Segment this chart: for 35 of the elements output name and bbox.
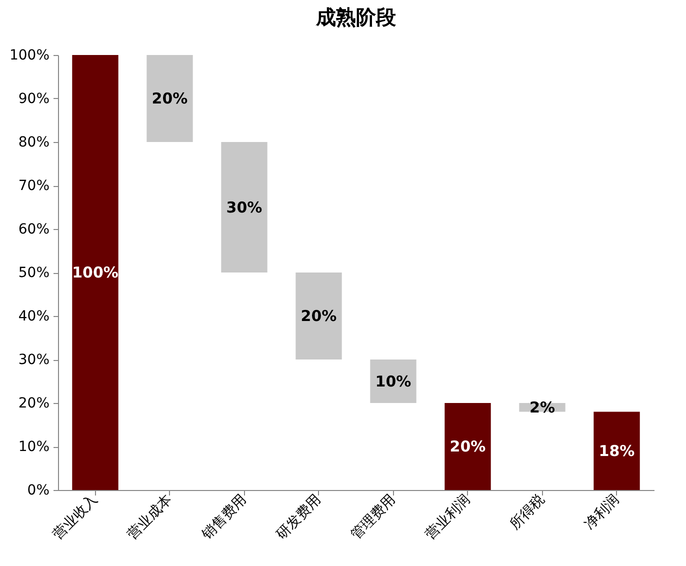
y-tick-label: 20% xyxy=(18,396,50,412)
y-tick-label: 90% xyxy=(18,91,50,107)
x-tick-label: 营业利润 xyxy=(422,492,474,543)
data-label: 20% xyxy=(152,90,188,108)
x-tick-label: 营业收入 xyxy=(50,492,101,543)
y-tick-label: 70% xyxy=(18,178,50,194)
bar xyxy=(444,403,491,490)
data-label: 18% xyxy=(598,442,635,460)
bar xyxy=(221,142,268,272)
data-label: 100% xyxy=(72,264,118,282)
x-tick-label: 销售费用 xyxy=(198,492,250,544)
data-label: 20% xyxy=(450,438,486,456)
bar xyxy=(594,412,640,490)
y-tick-label: 50% xyxy=(18,265,50,281)
bar xyxy=(146,55,193,142)
data-label: 20% xyxy=(300,307,337,325)
y-tick-label: 10% xyxy=(18,439,50,455)
y-tick-label: 80% xyxy=(18,134,50,150)
data-label: 30% xyxy=(226,198,262,216)
x-tick-label: 管理费用 xyxy=(348,492,399,543)
x-tick-label: 营业成本 xyxy=(124,492,176,543)
y-tick-label: 30% xyxy=(18,352,50,368)
bar xyxy=(296,272,342,360)
data-label: 2% xyxy=(530,398,555,416)
y-tick-label: 0% xyxy=(27,482,50,498)
y-tick-label: 100% xyxy=(9,48,50,64)
y-tick-label: 40% xyxy=(18,308,50,324)
chart-title: 成熟阶段 xyxy=(315,5,397,29)
y-tick-label: 60% xyxy=(18,222,50,238)
bar xyxy=(370,360,416,403)
x-tick-label: 所得税 xyxy=(506,492,548,533)
x-tick-label: 研发费用 xyxy=(273,492,324,543)
data-label: 10% xyxy=(375,372,412,390)
x-tick-label: 净利润 xyxy=(581,492,622,533)
bar xyxy=(72,55,118,490)
